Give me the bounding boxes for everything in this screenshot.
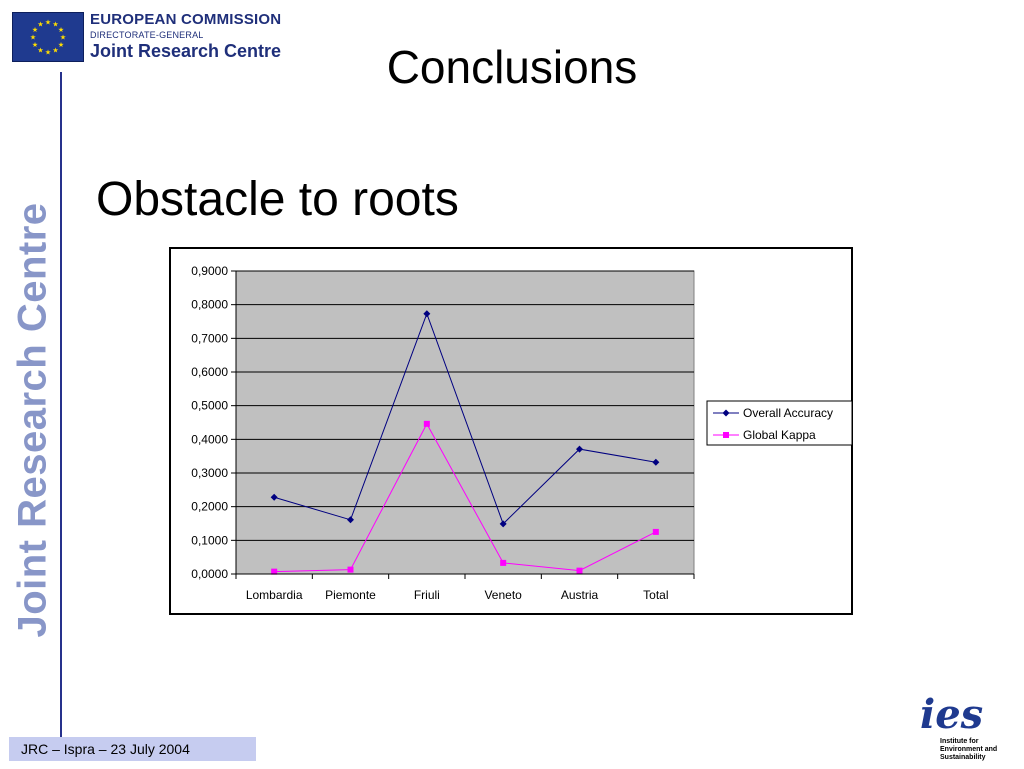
legend-marker [723,432,729,438]
commission-text: EUROPEAN COMMISSION DIRECTORATE-GENERAL … [90,12,281,60]
data-point [652,528,659,535]
data-point [576,445,583,453]
y-tick-label: 0,0000 [191,567,228,581]
eu-star-icon: ★ [30,34,36,42]
eu-star-icon: ★ [37,21,43,29]
data-point [500,559,507,566]
footer-text: JRC – Ispra – 23 July 2004 [21,741,190,757]
ies-logo-line: Sustainability [940,754,986,761]
ec-jrc-logo: ★ ★ ★ ★ ★ ★ ★ ★ ★ ★ ★ ★ EUROPEAN COMMISSION DIRECTO… [12,12,292,64]
y-tick-label: 0,9000 [191,264,228,278]
x-tick-label: Lombardia [246,588,303,602]
y-tick-label: 0,5000 [191,399,228,413]
data-point [270,493,278,501]
commission-name: EUROPEAN COMMISSION [90,11,282,28]
eu-star-icon: ★ [32,41,38,49]
side-title: Joint Research Centre [10,202,55,638]
ies-logo-line: Institute for [940,738,979,745]
eu-star-icon: ★ [52,21,58,29]
legend-label: Overall Accuracy [743,406,833,420]
vertical-divider [60,72,62,760]
series-line [274,312,656,525]
chart-legend: Overall Accuracy Global Kappa [706,400,853,446]
x-tick-label: Total [643,588,668,602]
x-tick-label: Piemonte [325,588,376,602]
chart-svg: 0,0000 0,1000 0,2000 0,3000 0,4000 0,5000 0,60… [191,264,853,602]
x-tick-label: Friuli [414,588,440,602]
legend-label: Global Kappa [743,428,816,442]
eu-flag-icon: ★ ★ ★ ★ ★ ★ ★ ★ ★ ★ ★ ★ [12,12,84,62]
y-tick-label: 0,8000 [191,298,228,312]
eu-star-icon: ★ [37,46,43,54]
ies-logo-line: Environment and [940,746,997,753]
y-tick-label: 0,7000 [191,331,228,345]
eu-star-icon: ★ [52,46,58,54]
eu-star-icon: ★ [45,19,51,27]
data-point [423,310,431,318]
y-tick-label: 0,3000 [191,466,228,480]
footer: JRC – Ispra – 23 July 2004 [9,737,256,761]
legend-box [706,400,853,446]
y-tick-label: 0,2000 [191,500,228,514]
ies-logo: ies Institute for Environment and Sustai… [916,684,1016,764]
data-point [347,516,354,524]
eu-star-icon: ★ [60,34,66,42]
ies-logo-mark: ies [920,691,983,738]
legend-marker [722,409,730,417]
x-tick-label: Veneto [484,588,522,602]
y-tick-label: 0,1000 [191,533,228,547]
eu-star-icon: ★ [58,41,64,49]
data-point [347,566,354,573]
y-tick-label: 0,4000 [191,432,228,446]
series-line [274,422,657,573]
chart: 0,0000 0,1000 0,2000 0,3000 0,4000 0,5000 0,60… [169,247,853,615]
slide-title: Conclusions [386,41,638,93]
directorate-name: DIRECTORATE-GENERAL [90,30,204,40]
data-point [576,567,583,574]
centre-name: Joint Research Centre [90,41,282,61]
plot-area [235,270,695,575]
eu-star-icon: ★ [58,26,64,34]
x-tick-label: Austria [561,588,599,602]
eu-star-icon: ★ [32,26,38,34]
y-tick-label: 0,6000 [191,365,228,379]
data-point [652,458,660,466]
data-point [271,568,278,575]
eu-star-icon: ★ [45,49,51,57]
data-point [499,520,507,528]
slide-subtitle: Obstacle to roots [96,173,459,226]
data-point [423,420,430,427]
